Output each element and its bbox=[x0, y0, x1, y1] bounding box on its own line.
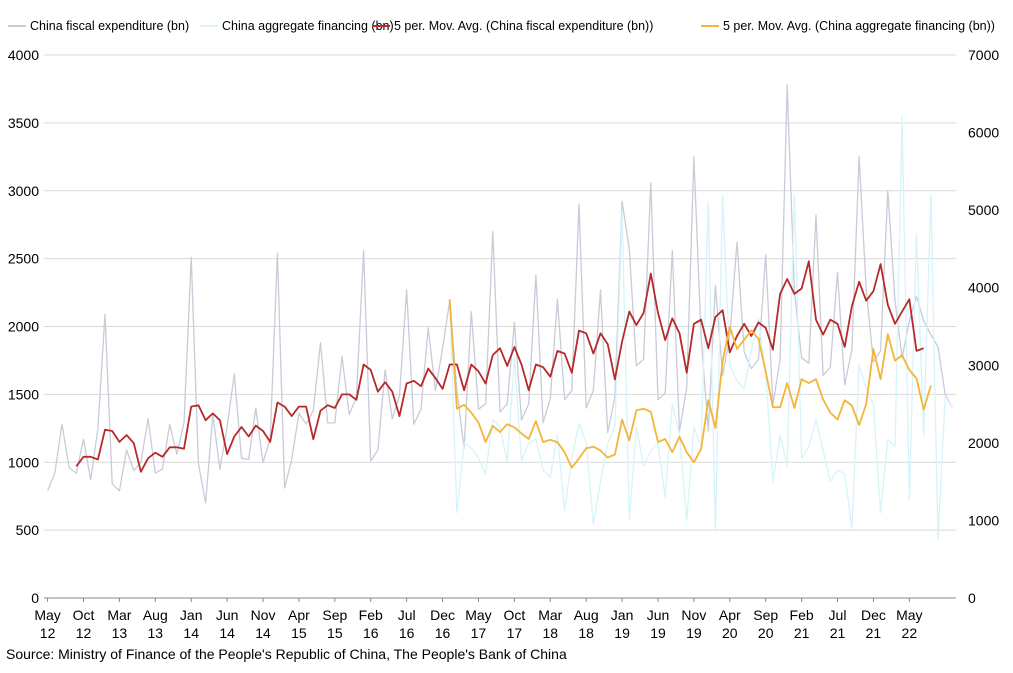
y-right-tick-label: 6000 bbox=[968, 125, 999, 141]
y-right-tick-label: 3000 bbox=[968, 357, 999, 373]
x-tick-label-year: 15 bbox=[327, 625, 343, 641]
x-tick-label-month: Oct bbox=[503, 607, 525, 623]
x-tick-label-year: 12 bbox=[76, 625, 92, 641]
x-tick-label-year: 14 bbox=[183, 625, 199, 641]
x-tick-label-month: Apr bbox=[288, 607, 310, 623]
y-right-tick-label: 1000 bbox=[968, 512, 999, 528]
x-tick-label-year: 12 bbox=[40, 625, 56, 641]
x-tick-label-year: 17 bbox=[471, 625, 487, 641]
legend: China fiscal expenditure (bn) China aggre… bbox=[8, 19, 995, 33]
x-tick-label-year: 13 bbox=[148, 625, 164, 641]
x-tick-label-month: Feb bbox=[359, 607, 383, 623]
x-tick-label-year: 14 bbox=[255, 625, 271, 641]
x-tick-label-year: 20 bbox=[722, 625, 738, 641]
x-tick-label-year: 19 bbox=[686, 625, 702, 641]
y-right-tick-label: 5000 bbox=[968, 202, 999, 218]
y-left-tick-label: 1500 bbox=[8, 386, 39, 402]
y-right-tick-label: 7000 bbox=[968, 47, 999, 63]
y-right-tick-label: 2000 bbox=[968, 435, 999, 451]
x-tick-label-month: Dec bbox=[861, 607, 886, 623]
y-left-tick-label: 2000 bbox=[8, 319, 39, 335]
x-tick-label-month: Apr bbox=[719, 607, 741, 623]
y-left-tick-label: 0 bbox=[31, 590, 39, 606]
series-line-3 bbox=[75, 260, 925, 473]
y-right-tick-label: 0 bbox=[968, 590, 976, 606]
x-tick-label-year: 21 bbox=[866, 625, 882, 641]
x-tick-label-month: Aug bbox=[574, 607, 599, 623]
x-tick-label-year: 15 bbox=[291, 625, 307, 641]
x-tick-label-month: Nov bbox=[681, 607, 706, 623]
y-left-tick-label: 500 bbox=[16, 522, 40, 538]
x-tick-label-month: May bbox=[465, 607, 491, 623]
y-left-tick-label: 4000 bbox=[8, 47, 39, 63]
x-tick-label-month: Sep bbox=[753, 607, 778, 623]
y-left-tick-label: 3000 bbox=[8, 183, 39, 199]
x-tick-label-month: Dec bbox=[430, 607, 455, 623]
x-tick-label-month: May bbox=[896, 607, 922, 623]
y-right-tick-label: 4000 bbox=[968, 280, 999, 296]
series-layer bbox=[46, 84, 953, 541]
x-tick-label-month: Jan bbox=[611, 607, 634, 623]
x-tick-label-year: 16 bbox=[435, 625, 451, 641]
x-tick-label-month: May bbox=[34, 607, 60, 623]
x-tick-label-year: 18 bbox=[578, 625, 594, 641]
x-tick-label-year: 17 bbox=[507, 625, 523, 641]
x-tick-label-year: 14 bbox=[219, 625, 235, 641]
y-left-tick-label: 2500 bbox=[8, 251, 39, 267]
x-tick-label-month: Mar bbox=[538, 607, 562, 623]
x-tick-label-month: Sep bbox=[322, 607, 347, 623]
x-tick-label-year: 19 bbox=[650, 625, 666, 641]
x-tick-label-year: 18 bbox=[542, 625, 558, 641]
x-tick-label-month: Jun bbox=[216, 607, 239, 623]
x-tick-label-year: 19 bbox=[614, 625, 630, 641]
legend-label-4: 5 per. Mov. Avg. (China aggregate financ… bbox=[723, 19, 995, 33]
axes: 0 500 1000 1500 2000 2500 3000 3500 4000 0 1000 200… bbox=[8, 47, 1000, 641]
source-note: Source: Ministry of Finance of the Peopl… bbox=[6, 646, 567, 662]
x-tick-label-year: 20 bbox=[758, 625, 774, 641]
x-tick-label-month: Mar bbox=[107, 607, 131, 623]
x-tick-label-year: 13 bbox=[112, 625, 128, 641]
legend-label-1: China fiscal expenditure (bn) bbox=[30, 19, 189, 33]
x-tick-label-month: Aug bbox=[143, 607, 168, 623]
x-tick-label-year: 16 bbox=[363, 625, 379, 641]
series-line-1 bbox=[46, 84, 953, 504]
legend-label-2: China aggregate financing (bn) bbox=[222, 19, 394, 33]
series-line-4 bbox=[448, 299, 932, 469]
x-tick-label-month: Oct bbox=[73, 607, 95, 623]
x-tick-label-month: Jan bbox=[180, 607, 203, 623]
x-tick-label-month: Jun bbox=[647, 607, 670, 623]
x-tick-label-year: 16 bbox=[399, 625, 415, 641]
x-tick-label-year: 21 bbox=[830, 625, 846, 641]
x-tick-label-year: 22 bbox=[902, 625, 918, 641]
x-tick-label-year: 21 bbox=[794, 625, 810, 641]
y-left-tick-label: 1000 bbox=[8, 454, 39, 470]
x-tick-label-month: Feb bbox=[790, 607, 814, 623]
x-tick-label-month: Nov bbox=[251, 607, 276, 623]
y-left-tick-label: 3500 bbox=[8, 115, 39, 131]
legend-label-3: 5 per. Mov. Avg. (China fiscal expenditu… bbox=[394, 19, 653, 33]
x-tick-label-month: Jul bbox=[398, 607, 416, 623]
x-tick-label-month: Jul bbox=[829, 607, 847, 623]
